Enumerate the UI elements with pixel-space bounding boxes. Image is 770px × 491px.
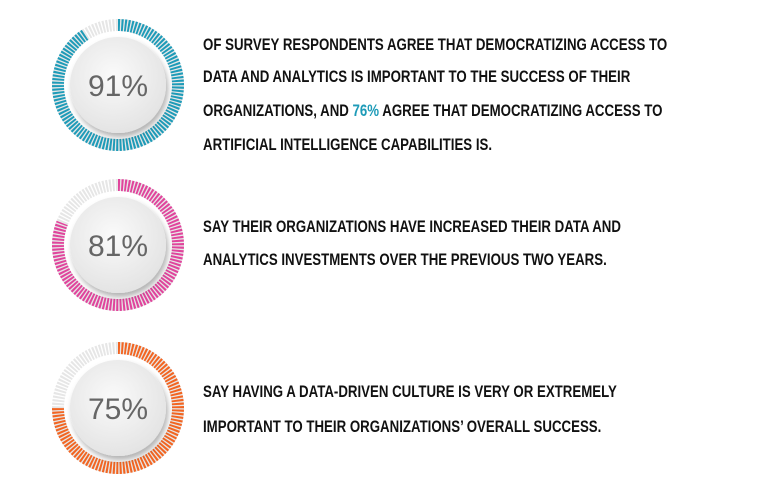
text: ARTIFICIAL INTELLIGENCE CAPABILITIES IS.	[203, 135, 493, 154]
text: OF SURVEY RESPONDENTS AGREE THAT DEMOCRA…	[203, 35, 668, 54]
text: ORGANIZATIONS, AND	[203, 101, 353, 120]
gauge-label: 81%	[88, 230, 148, 263]
text: SAY HAVING A DATA-DRIVEN CULTURE IS VERY…	[203, 382, 617, 401]
gauge-label: 75%	[88, 393, 148, 426]
gauge-label: 91%	[88, 70, 148, 103]
text-line: DATA AND ANALYTICS IS IMPORTANT TO THE S…	[203, 67, 630, 87]
text-line: SAY HAVING A DATA-DRIVEN CULTURE IS VERY…	[203, 382, 617, 402]
text-line: SAY THEIR ORGANIZATIONS HAVE INCREASED T…	[203, 217, 621, 237]
gauge-face	[70, 197, 166, 293]
text-line: ANALYTICS INVESTMENTS OVER THE PREVIOUS …	[203, 250, 607, 270]
text-line: OF SURVEY RESPONDENTS AGREE THAT DEMOCRA…	[203, 35, 667, 55]
gauge-arc	[52, 19, 184, 151]
highlight: 76%	[352, 101, 380, 120]
text: AGREE THAT DEMOCRATIZING ACCESS TO	[379, 101, 663, 120]
text-line: ARTIFICIAL INTELLIGENCE CAPABILITIES IS.	[203, 135, 492, 155]
text: ANALYTICS INVESTMENTS OVER THE PREVIOUS …	[203, 250, 607, 269]
text: DATA AND ANALYTICS IS IMPORTANT TO THE S…	[203, 67, 631, 86]
text-line: ORGANIZATIONS, AND 76% AGREE THAT DEMOCR…	[203, 101, 662, 121]
gauge-arc	[52, 179, 184, 311]
text: IMPORTANT TO THEIR ORGANIZATIONS’ OVERAL…	[203, 417, 602, 436]
gauge-arc	[52, 342, 184, 474]
gauge-face	[70, 37, 166, 133]
text-line: IMPORTANT TO THEIR ORGANIZATIONS’ OVERAL…	[203, 417, 601, 437]
text: SAY THEIR ORGANIZATIONS HAVE INCREASED T…	[203, 217, 621, 236]
gauge-face	[70, 360, 166, 456]
